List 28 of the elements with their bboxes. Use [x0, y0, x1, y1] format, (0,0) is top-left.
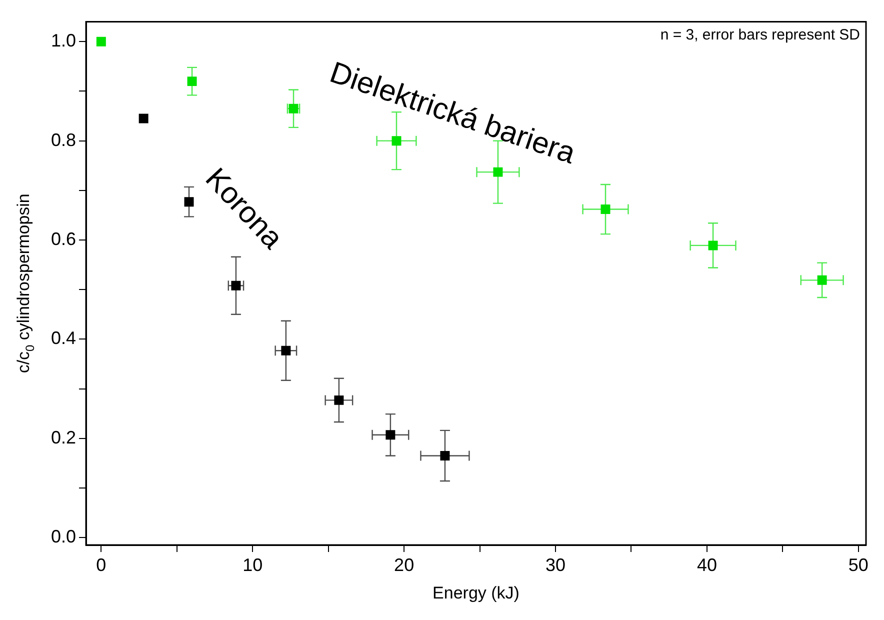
x-axis-title: Energy (kJ)	[432, 583, 520, 602]
x-tick-label: 0	[96, 554, 106, 575]
point	[386, 430, 396, 440]
y-axis-title: c/c0 cylindrospermopsin	[14, 194, 38, 374]
x-tick-label: 40	[696, 554, 717, 575]
y-tick-label: 0.2	[50, 427, 76, 448]
point	[708, 240, 718, 250]
point	[493, 167, 503, 177]
x-tick-label: 20	[394, 554, 414, 575]
y-tick-label: 0.4	[50, 328, 76, 348]
point	[817, 275, 827, 285]
point	[281, 346, 291, 356]
point	[440, 450, 450, 460]
point	[392, 136, 402, 146]
point	[184, 197, 194, 207]
annotation: n = 3, error bars represent SD	[660, 26, 860, 44]
point	[187, 76, 197, 86]
y-tick-label: 0.0	[50, 526, 76, 547]
y-tick-label: 0.6	[50, 228, 76, 249]
y-tick-label: 1.0	[50, 30, 76, 51]
point	[138, 114, 148, 124]
x-tick-label: 10	[242, 554, 263, 575]
point	[334, 395, 344, 405]
x-tick-label: 30	[546, 554, 566, 575]
x-tick-label: 50	[848, 554, 868, 575]
point	[600, 204, 610, 214]
point	[96, 36, 106, 46]
y-tick-label: 0.8	[50, 130, 76, 150]
